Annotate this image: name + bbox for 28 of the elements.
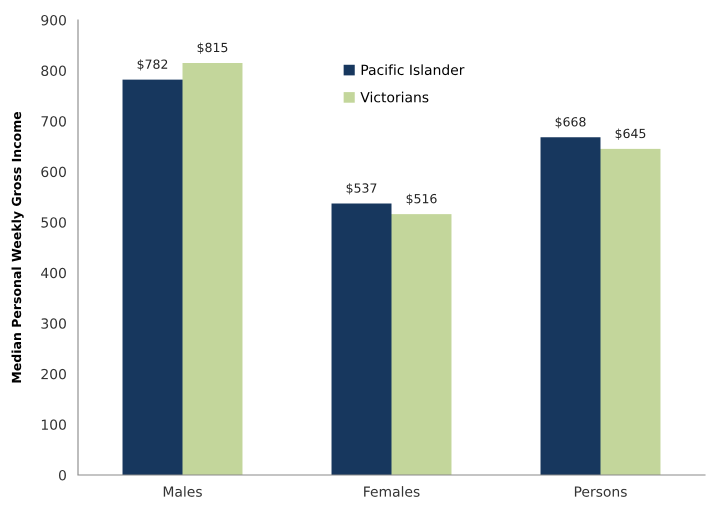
y-axis-title: Median Personal Weekly Gross Income <box>12 112 24 383</box>
legend-label: Pacific Islander <box>362 64 464 76</box>
y-tick-label: 400 <box>41 268 66 278</box>
data-label: $537 <box>346 183 376 194</box>
y-tick-label: 100 <box>42 419 66 430</box>
bar <box>332 204 392 475</box>
data-label: $782 <box>138 59 168 71</box>
x-tick-label: Females <box>364 486 420 497</box>
bar <box>540 137 600 475</box>
y-tick-label: 900 <box>41 14 66 26</box>
bar <box>122 80 182 475</box>
x-tick-label: Persons <box>574 486 627 497</box>
data-label: $668 <box>556 116 586 128</box>
data-label: $645 <box>616 128 646 140</box>
y-tick-label: 200 <box>41 368 66 380</box>
data-label: $516 <box>406 194 437 206</box>
y-tick-label: 500 <box>41 217 66 228</box>
y-tick-label: 0 <box>58 470 66 480</box>
y-tick-label: 700 <box>42 116 66 127</box>
bar <box>600 148 660 475</box>
bar <box>392 214 452 475</box>
y-tick-label: 800 <box>41 66 66 76</box>
x-tick-label: Males <box>164 486 202 497</box>
legend-label: Victorians <box>360 92 428 102</box>
data-label: $815 <box>198 42 228 54</box>
bar <box>182 62 242 475</box>
y-tick-label: 600 <box>41 166 66 178</box>
y-tick-label: 300 <box>41 318 66 329</box>
